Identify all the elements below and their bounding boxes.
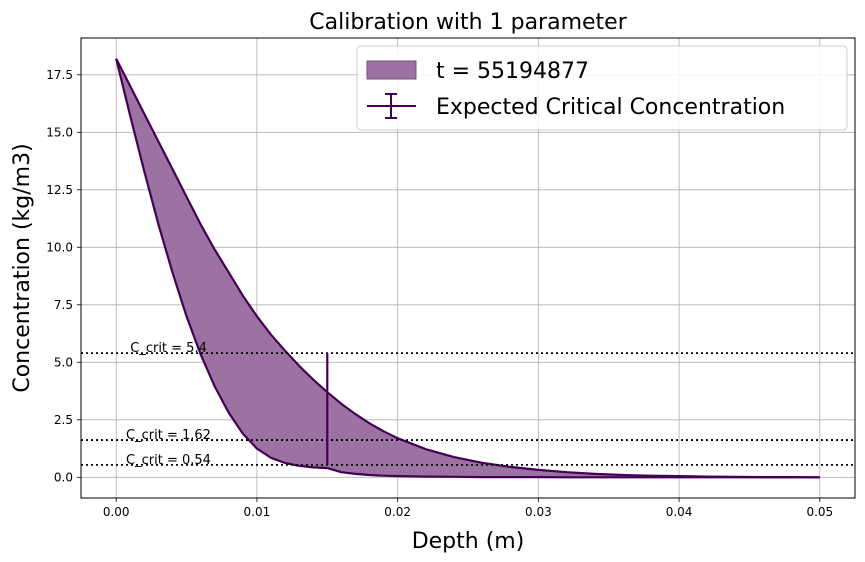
- x-tick-label: 0.03: [525, 505, 552, 519]
- y-tick-label: 7.5: [54, 298, 73, 312]
- chart-title: Calibration with 1 parameter: [309, 10, 627, 35]
- band-lower-line: [115, 58, 820, 479]
- x-tick-label: 0.04: [666, 505, 693, 519]
- reference-label: C_crit = 0.54: [126, 453, 211, 468]
- y-tick-label: 5.0: [54, 355, 73, 369]
- x-tick-label: 0.05: [806, 505, 833, 519]
- legend: t = 55194877 Expected Critical Concentra…: [356, 45, 848, 131]
- band-upper-line: [115, 58, 820, 479]
- reference-label: C_crit = 1.62: [126, 428, 211, 443]
- x-axis-label: Depth (m): [412, 529, 525, 554]
- y-tick-label: 17.5: [46, 68, 73, 82]
- y-tick-label: 10.0: [46, 240, 73, 254]
- y-tick-label: 12.5: [46, 183, 73, 197]
- band-layer: [115, 58, 820, 479]
- y-tick-label: 15.0: [46, 125, 73, 139]
- y-tick-label: 2.5: [54, 413, 73, 427]
- x-tick-label: 0.01: [244, 505, 271, 519]
- legend-box: [356, 45, 848, 131]
- band-fill: [116, 58, 820, 478]
- reference-lines: C_crit = 5.4 C_crit = 1.62 C_crit = 0.54: [81, 341, 855, 468]
- plot-frame: [80, 37, 856, 499]
- legend-symbol-errorbar: [367, 93, 416, 119]
- y-axis-label: Concentration (kg/m3): [10, 143, 35, 392]
- legend-label-errorbar: Expected Critical Concentration: [436, 95, 785, 120]
- ticks: 0.00 0.01 0.02 0.03 0.04 0.05 0.0 2.5 5.0 7.5 10.0…: [46, 68, 833, 519]
- legend-label-band: t = 55194877: [436, 59, 589, 84]
- legend-swatch-band: [366, 60, 417, 80]
- y-tick-label: 0.0: [54, 470, 73, 484]
- reference-label: C_crit = 5.4: [130, 341, 207, 356]
- x-tick-label: 0.00: [103, 505, 130, 519]
- x-tick-label: 0.02: [384, 505, 411, 519]
